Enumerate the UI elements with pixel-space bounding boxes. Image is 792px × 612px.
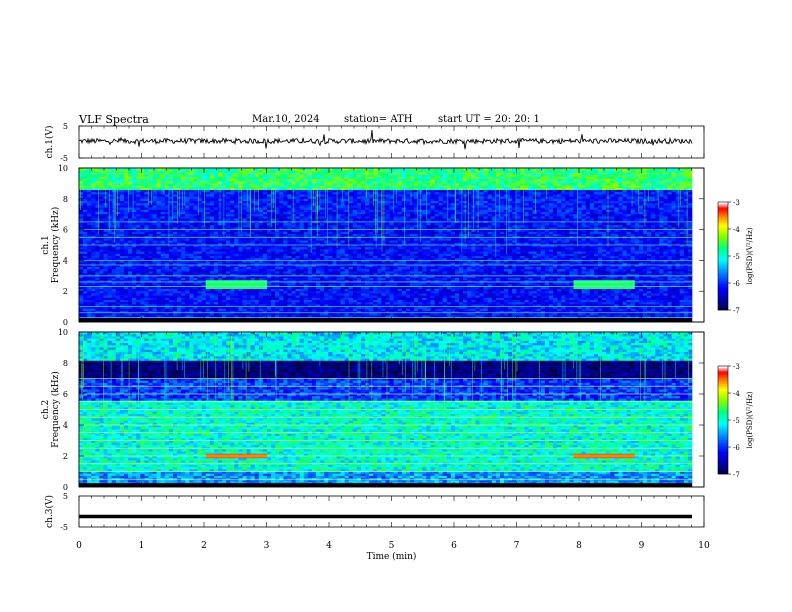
ch1-spectrogram-ytick-label: 10: [58, 164, 68, 173]
ch1-spectrogram-ytick-label: 0: [63, 318, 68, 327]
ch1-ytick-top: 5: [63, 122, 68, 131]
ch2-spectrogram-ytick-label: 8: [63, 359, 68, 368]
ch2-spectrogram-colorbar-tick: -4: [733, 390, 740, 398]
x-axis-label: Time (min): [367, 551, 417, 562]
ch2-spectrogram-ytick-label: 2: [63, 452, 68, 461]
x-tick-label: 1: [139, 541, 145, 551]
ch1-spectrogram-ytick-label: 6: [63, 226, 68, 235]
ch1-spectrogram-ylabel-freq: Frequency (kHz): [50, 207, 61, 284]
ch1-ytick-bottom: -5: [60, 154, 68, 163]
ch3-ytick-top: 5: [63, 492, 68, 501]
x-tick-label: 7: [514, 541, 520, 551]
ch2-spectrogram-colorbar-label: log(PSD)(V²/Hz): [746, 391, 754, 448]
ch1-ylabel: ch.1(V): [44, 126, 55, 159]
ch1-spectrogram-colorbar-tick: -6: [733, 280, 740, 288]
ch2-spectrogram-ytick-label: 6: [63, 390, 68, 399]
ch2-spectrogram-colorbar-tick: -5: [733, 417, 740, 425]
ch1-spectrogram-ytick-label: 4: [63, 256, 68, 265]
x-tick-label: 10: [698, 541, 710, 551]
ch3-ytick-bottom: -5: [60, 523, 68, 532]
ch2-spectrogram-colorbar: [718, 366, 731, 474]
ch1-spectrogram-ytick-label: 8: [63, 195, 68, 204]
x-tick-label: 2: [201, 541, 207, 551]
ch1-spectrogram-dc-strip: [79, 318, 692, 322]
ch1-spectrogram-colorbar-tick: -4: [733, 226, 740, 234]
ch1-spectrogram-ytick-label: 2: [63, 287, 68, 296]
ch1-spectrogram-colorbar-tick: -3: [733, 199, 740, 207]
x-tick-label: 5: [389, 541, 395, 551]
ch2-spectrogram-ylabel-freq: Frequency (kHz): [50, 371, 61, 448]
x-tick-label: 8: [576, 541, 582, 551]
x-tick-label: 0: [76, 541, 82, 551]
x-tick-label: 9: [639, 541, 645, 551]
ch1-spectrogram-colorbar-tick: -5: [733, 253, 740, 261]
ch1-spectrogram-colorbar: [718, 202, 731, 310]
ch1-spectrogram-colorbar-label: log(PSD)(V²/Hz): [746, 227, 754, 284]
ch1-spectrogram-colorbar-tick: -7: [733, 307, 740, 315]
ch1-waveform-trace: [79, 130, 692, 149]
ch2-spectrogram-image: [79, 332, 692, 487]
x-tick-label: 6: [451, 541, 457, 551]
ch2-spectrogram-colorbar-tick: -3: [733, 363, 740, 371]
ch2-spectrogram-ytick-label: 10: [58, 328, 68, 337]
ch2-spectrogram-dc-strip: [79, 483, 692, 487]
x-tick-label: 3: [264, 541, 270, 551]
x-tick-label: 4: [326, 541, 332, 551]
ch2-spectrogram-colorbar-tick: -6: [733, 444, 740, 452]
ch2-spectrogram-ylabel-channel: ch.2: [41, 400, 51, 419]
ch1-spectrogram-image: [79, 168, 692, 322]
ch3-x-ticks: [79, 496, 704, 527]
ch1-spectrogram-ylabel-channel: ch.1: [41, 235, 51, 254]
ch2-spectrogram-colorbar-tick: -7: [733, 471, 740, 479]
ch2-spectrogram-ytick-label: 0: [63, 483, 68, 492]
ch2-spectrogram-ytick-label: 4: [63, 421, 68, 430]
ch3-ylabel: ch.3(V): [44, 495, 55, 528]
